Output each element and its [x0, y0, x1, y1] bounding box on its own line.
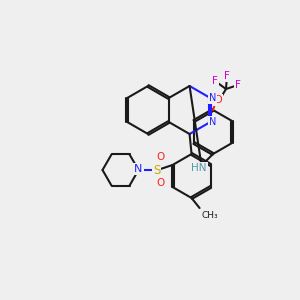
Text: O: O	[214, 95, 222, 105]
Text: HN: HN	[191, 163, 207, 173]
Text: F: F	[212, 76, 218, 86]
Text: F: F	[224, 71, 230, 81]
Text: F: F	[235, 80, 241, 90]
Text: S: S	[153, 164, 160, 176]
Text: N: N	[134, 164, 143, 174]
Text: N: N	[209, 117, 216, 127]
Text: N: N	[209, 93, 216, 103]
Text: CH₃: CH₃	[202, 211, 218, 220]
Text: O: O	[156, 178, 165, 188]
Text: O: O	[156, 152, 165, 162]
